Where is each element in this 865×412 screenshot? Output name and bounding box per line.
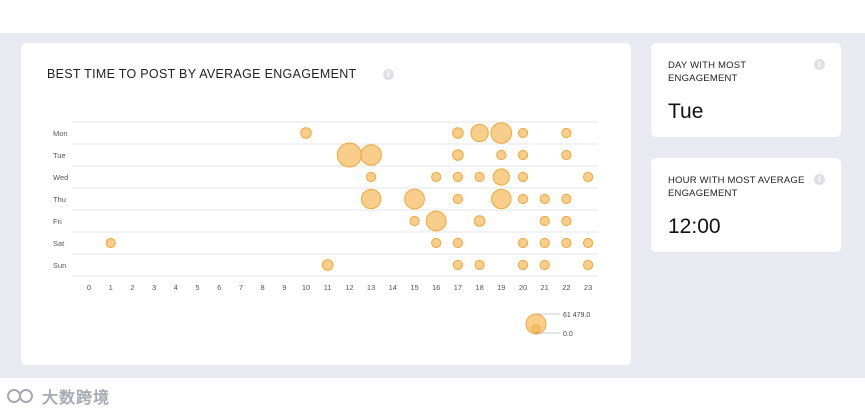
x-tick-label: 20 xyxy=(519,283,527,292)
bubble-point xyxy=(561,127,572,139)
x-tick-label: 8 xyxy=(261,283,265,292)
bubble-point xyxy=(409,215,420,227)
day-card-label: DAY WITH MOST ENGAGEMENT xyxy=(668,60,747,84)
y-tick-label: Sat xyxy=(53,239,65,248)
day-card-value: Tue xyxy=(668,100,704,123)
x-tick-label: 2 xyxy=(130,283,134,292)
hour-most-engagement-card: HOUR WITH MOST AVERAGE ENGAGEMENT i 12:0… xyxy=(651,158,841,252)
x-tick-label: 10 xyxy=(302,283,310,292)
bubble-point xyxy=(496,149,507,161)
bubble-point xyxy=(321,259,334,271)
bubble-point xyxy=(431,237,442,249)
bubble-point xyxy=(452,259,463,271)
bubble-point xyxy=(452,149,464,161)
hour-card-value: 12:00 xyxy=(668,215,721,238)
bubble-point xyxy=(561,237,572,249)
y-tick-label: Fri xyxy=(53,217,62,226)
chart-title: BEST TIME TO POST BY AVERAGE ENGAGEMENT xyxy=(47,67,357,81)
y-tick-label: Mon xyxy=(53,129,68,138)
x-tick-label: 19 xyxy=(497,283,505,292)
x-tick-label: 15 xyxy=(410,283,418,292)
x-tick-label: 4 xyxy=(174,283,178,292)
y-tick-label: Wed xyxy=(53,173,68,182)
bubble-point xyxy=(517,259,529,271)
x-tick-label: 12 xyxy=(345,283,353,292)
x-tick-label: 0 xyxy=(87,283,91,292)
hour-card-label: HOUR WITH MOST AVERAGE ENGAGEMENT xyxy=(668,175,805,199)
bubble-point xyxy=(474,259,485,271)
legend-max-label: 61 479.0 xyxy=(563,312,590,319)
bubble-point xyxy=(561,193,572,205)
y-tick-label: Thu xyxy=(53,195,66,204)
bubble-point xyxy=(452,237,463,249)
bubble-point xyxy=(491,188,512,210)
bubble-point xyxy=(539,215,550,227)
x-tick-label: 23 xyxy=(584,283,592,292)
bubble-point xyxy=(539,237,550,249)
bubble-point xyxy=(452,171,463,183)
watermark-text: 大数跨境 xyxy=(42,390,111,407)
bubble-point xyxy=(517,237,529,249)
bubble-point xyxy=(425,210,447,232)
bubble-point xyxy=(404,188,425,210)
bubble-point xyxy=(517,149,529,161)
x-tick-label: 22 xyxy=(562,283,570,292)
legend-min-label: 0.0 xyxy=(563,331,573,338)
legend-min-bubble xyxy=(531,324,541,334)
bubble-point xyxy=(366,171,377,183)
bubble-point xyxy=(300,127,312,139)
bubble-point xyxy=(583,259,594,271)
bubble-point xyxy=(452,193,463,205)
bubble-point xyxy=(517,193,529,205)
bubble-point xyxy=(431,171,442,183)
bubble-point xyxy=(539,193,550,205)
bubble-point xyxy=(474,171,485,183)
x-tick-label: 1 xyxy=(109,283,113,292)
x-tick-label: 14 xyxy=(389,283,397,292)
bubble-point xyxy=(473,215,486,227)
x-tick-label: 13 xyxy=(367,283,375,292)
bubble-point xyxy=(452,127,464,139)
watermark-logo-icon xyxy=(7,389,33,403)
x-tick-label: 11 xyxy=(324,283,332,292)
x-tick-label: 7 xyxy=(239,283,243,292)
bubble-point xyxy=(360,144,382,166)
y-tick-label: Sun xyxy=(53,261,66,270)
bubble-point xyxy=(105,237,116,249)
day-most-engagement-card: DAY WITH MOST ENGAGEMENT i Tue xyxy=(651,43,841,137)
y-tick-label: Tue xyxy=(53,151,66,160)
x-tick-label: 6 xyxy=(217,283,221,292)
bubble-point xyxy=(517,171,529,183)
bubble-point xyxy=(470,123,489,143)
bubble-point xyxy=(517,127,529,139)
bubble-point xyxy=(561,149,572,161)
bubble-point xyxy=(336,142,362,168)
bubble-point xyxy=(360,188,382,210)
bubble-point xyxy=(492,168,510,186)
x-tick-label: 16 xyxy=(432,283,440,292)
x-tick-label: 18 xyxy=(475,283,483,292)
info-icon[interactable]: i xyxy=(814,59,825,70)
x-tick-label: 17 xyxy=(454,283,462,292)
info-icon[interactable]: i xyxy=(383,69,394,80)
bubble-point xyxy=(583,171,594,183)
bubble-point xyxy=(490,122,513,144)
watermark: 大数跨境 xyxy=(6,384,110,408)
x-tick-label: 9 xyxy=(282,283,286,292)
bubble-point xyxy=(561,215,572,227)
info-icon[interactable]: i xyxy=(814,174,825,185)
engagement-chart-card: BEST TIME TO POST BY AVERAGE ENGAGEMENT … xyxy=(21,43,631,365)
bubble-point xyxy=(583,237,594,249)
x-tick-label: 3 xyxy=(152,283,156,292)
bubble-point xyxy=(539,259,550,271)
x-tick-label: 5 xyxy=(195,283,199,292)
x-tick-label: 21 xyxy=(541,283,549,292)
